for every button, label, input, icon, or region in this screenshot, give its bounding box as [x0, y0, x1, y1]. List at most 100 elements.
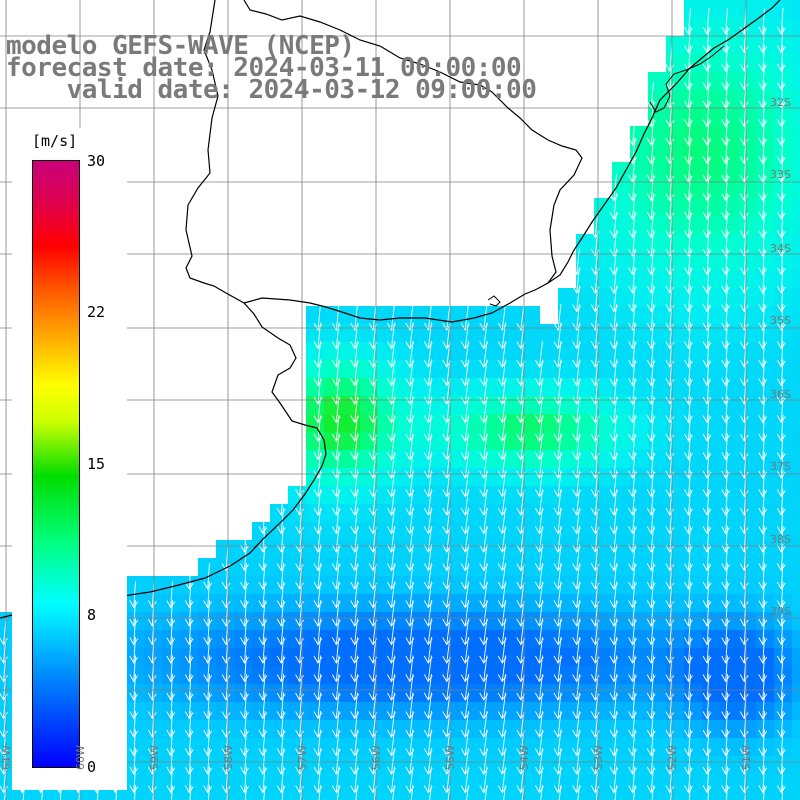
wind-speed-cell [684, 702, 702, 720]
wind-arrow [702, 44, 712, 72]
wind-arrow [721, 525, 731, 553]
wind-speed-cell [594, 738, 612, 756]
wind-arrow [628, 544, 637, 572]
wind-speed-cell [558, 720, 576, 738]
wind-arrow [646, 470, 656, 498]
wind-speed-cell [558, 324, 576, 342]
wind-arrow [776, 692, 786, 720]
wind-speed-cell [432, 756, 450, 774]
wind-speed-cell [558, 738, 576, 756]
wind-arrow [758, 618, 768, 646]
wind-speed-cell [720, 216, 738, 234]
wind-arrow [628, 747, 637, 775]
wind-arrow [628, 285, 637, 313]
wind-speed-cell [432, 612, 450, 630]
wind-speed-cell [612, 360, 630, 378]
wind-speed-cell [576, 522, 594, 540]
wind-speed-cell [216, 720, 234, 738]
wind-arrow [646, 599, 656, 627]
wind-speed-cell [648, 126, 666, 144]
wind-speed-cell [792, 162, 800, 180]
wind-speed-cell [738, 612, 756, 630]
wind-speed-cell [144, 576, 162, 594]
wind-speed-cell [684, 180, 702, 198]
wind-speed-cell [702, 576, 720, 594]
wind-speed-cell [648, 558, 666, 576]
wind-speed-cell [450, 792, 468, 800]
wind-speed-cell [594, 612, 612, 630]
wind-speed-cell [504, 486, 522, 504]
wind-speed-cell [738, 144, 756, 162]
wind-arrow [776, 414, 786, 442]
wind-speed-cell [738, 306, 756, 324]
wind-arrow [721, 229, 731, 257]
wind-speed-cell [324, 720, 342, 738]
wind-speed-cell [756, 288, 774, 306]
wind-speed-cell [558, 684, 576, 702]
wind-speed-cell [216, 594, 234, 612]
wind-arrow [702, 248, 712, 276]
wind-speed-cell [792, 216, 800, 234]
wind-speed-cell [540, 396, 558, 414]
wind-speed-cell [216, 792, 234, 800]
wind-speed-cell [666, 414, 684, 432]
wind-speed-cell [666, 126, 684, 144]
wind-arrow [684, 340, 693, 368]
wind-speed-cell [756, 522, 774, 540]
wind-speed-cell [180, 702, 198, 720]
wind-arrow [776, 26, 786, 54]
wind-speed-cell [450, 432, 468, 450]
wind-arrow [684, 710, 693, 738]
wind-speed-cell [648, 576, 666, 594]
wind-speed-cell [648, 612, 666, 630]
wind-speed-cell [468, 540, 486, 558]
wind-speed-cell [486, 774, 504, 792]
wind-speed-cell [648, 144, 666, 162]
wind-arrow [776, 710, 786, 738]
wind-arrow [776, 433, 786, 461]
wind-speed-cell [468, 522, 486, 540]
wind-speed-cell [576, 342, 594, 360]
wind-speed-cell [720, 342, 738, 360]
wind-speed-cell [540, 792, 558, 800]
wind-speed-cell [216, 774, 234, 792]
wind-arrow [702, 747, 712, 775]
wind-speed-cell [594, 396, 612, 414]
wind-speed-cell [270, 702, 288, 720]
wind-speed-cell [432, 414, 450, 432]
wind-speed-cell [288, 774, 306, 792]
wind-speed-cell [702, 18, 720, 36]
wind-speed-cell [450, 612, 468, 630]
wind-arrow [166, 692, 176, 720]
wind-arrow [758, 544, 768, 572]
wind-speed-cell [270, 738, 288, 756]
wind-speed-cell [252, 666, 270, 684]
wind-speed-cell [702, 90, 720, 108]
wind-arrow [313, 470, 323, 498]
wind-speed-cell [522, 468, 540, 486]
wind-arrow [758, 636, 768, 664]
wind-speed-cell [684, 252, 702, 270]
wind-speed-cell [522, 378, 540, 396]
wind-speed-cell [738, 36, 756, 54]
wind-speed-cell [576, 648, 594, 666]
wind-speed-cell [360, 576, 378, 594]
wind-speed-cell [594, 648, 612, 666]
wind-arrow [628, 211, 637, 239]
wind-arrow [684, 211, 693, 239]
wind-arrow [313, 655, 323, 683]
wind-speed-cell [594, 594, 612, 612]
wind-speed-cell [450, 774, 468, 792]
wind-speed-cell [612, 666, 630, 684]
wind-speed-cell [720, 270, 738, 288]
wind-speed-cell [738, 720, 756, 738]
wind-speed-cell [720, 792, 738, 800]
wind-speed-cell [720, 252, 738, 270]
wind-arrow [646, 766, 656, 794]
wind-speed-cell [756, 486, 774, 504]
wind-speed-cell [720, 432, 738, 450]
wind-arrow [184, 766, 194, 794]
colorbar-tick-30: 30 [87, 152, 106, 170]
wind-speed-cell [666, 342, 684, 360]
wind-speed-cell [684, 576, 702, 594]
